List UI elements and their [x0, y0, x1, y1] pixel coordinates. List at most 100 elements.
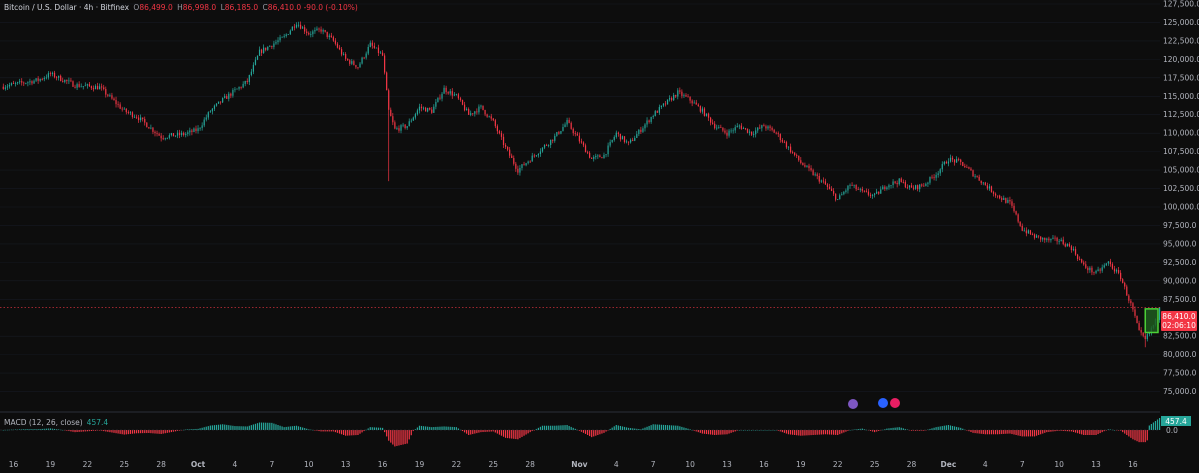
macd-bar: [369, 427, 371, 430]
macd-bar: [238, 426, 240, 430]
macd-bar: [673, 425, 675, 430]
support-zone[interactable]: [1144, 308, 1159, 334]
candle-body: [900, 178, 902, 183]
macd-bar: [949, 425, 952, 430]
macd-bar: [609, 428, 611, 430]
macd-bar: [129, 430, 132, 434]
candle-body: [435, 101, 437, 107]
candle-body: [349, 60, 351, 64]
candle-body: [74, 86, 76, 88]
macd-bar: [37, 429, 39, 430]
price-axis[interactable]: 127,500.0 125,000.0 122,500.0 120,000.0 117,…: [1163, 0, 1199, 396]
macd-bar: [228, 425, 230, 430]
candle-body: [910, 185, 913, 188]
macd-bar: [263, 422, 265, 430]
macd-bar: [986, 430, 988, 435]
macd-bar: [412, 430, 414, 432]
symbol-title[interactable]: Bitcoin / U.S. Dollar · 4h · Bitfinex: [4, 3, 130, 12]
candle-body: [199, 127, 201, 129]
event-markers[interactable]: [848, 398, 900, 409]
macd-bar: [258, 422, 261, 430]
macd-legend[interactable]: MACD (12, 26, close) 457.4: [4, 418, 108, 427]
macd-bar: [480, 430, 482, 433]
macd-bar: [425, 426, 427, 430]
candle-body: [740, 125, 742, 129]
candle-body: [806, 165, 808, 167]
macd-bar: [390, 430, 392, 443]
candle-body: [732, 130, 734, 132]
candle-body: [1070, 246, 1073, 250]
macd-bar: [457, 428, 460, 430]
x-tick-label: 13: [722, 460, 732, 469]
candle-body: [283, 36, 285, 37]
candle-body: [990, 186, 993, 193]
macd-bar: [806, 430, 808, 436]
candle-body: [23, 82, 25, 84]
macd-bar: [900, 427, 902, 430]
macd-bar: [1150, 424, 1153, 430]
candle-body: [1124, 282, 1126, 287]
candle-body: [260, 49, 263, 53]
candle-body: [447, 92, 449, 94]
macd-bar: [1128, 430, 1130, 437]
macd-bar: [892, 427, 894, 430]
macd-bar: [1038, 430, 1040, 435]
candle-body: [668, 98, 671, 100]
macd-bar: [115, 430, 117, 434]
candle-body: [150, 127, 152, 129]
macd-bar: [1058, 430, 1060, 431]
x-tick-label: 7: [651, 460, 656, 469]
macd-bar: [74, 430, 76, 433]
macd-bar: [769, 430, 771, 431]
candle-body: [445, 87, 447, 93]
candle-body: [2, 86, 4, 89]
candle-body: [1046, 238, 1048, 240]
x-tick-label: 22: [452, 460, 462, 469]
y-tick-label: 102,500.0: [1163, 184, 1199, 193]
time-axis[interactable]: 16 19 22 25 28 Oct 4 7 10 13 16 19 22 25 28 Nov 4 7 10 13 16…: [9, 460, 1138, 469]
candle-body: [781, 140, 783, 142]
candle-body: [148, 127, 150, 129]
candle-body: [1001, 198, 1003, 200]
macd-bar: [937, 426, 939, 430]
x-tick-label: 7: [1020, 460, 1025, 469]
candle-body: [342, 54, 345, 55]
candle-body: [31, 81, 33, 84]
macd-bar: [1072, 430, 1075, 433]
macd-bar: [1070, 430, 1073, 432]
y-tick-label: 115,000.0: [1163, 92, 1199, 101]
candle-body: [802, 162, 804, 166]
macd-bar: [830, 430, 833, 435]
candle-body: [822, 180, 824, 182]
candle-body: [504, 144, 507, 147]
macd-bar: [1081, 430, 1083, 435]
macd-bar: [796, 430, 798, 436]
candle-body: [931, 176, 933, 178]
candle-body: [576, 133, 578, 136]
candle-body: [1085, 264, 1087, 268]
candle-body: [51, 72, 54, 75]
macd-bar: [1054, 430, 1056, 432]
candle-body: [720, 127, 722, 128]
macd-bar: [904, 428, 906, 430]
macd-bar: [308, 429, 310, 430]
macd-bar: [1029, 430, 1032, 437]
candle-body: [1107, 261, 1109, 264]
candle-body: [187, 132, 189, 134]
candle-body: [99, 86, 101, 90]
macd-bar: [531, 430, 533, 432]
candle-body: [673, 95, 675, 101]
macd-bar: [718, 430, 720, 435]
macd-bar: [931, 428, 933, 430]
candle-body: [1087, 267, 1089, 271]
candle-body: [392, 116, 394, 123]
candle-body: [816, 174, 818, 176]
macd-bar: [539, 426, 542, 430]
candle-body: [550, 139, 552, 145]
candle-body: [1126, 286, 1128, 296]
candle-body: [584, 145, 587, 153]
candle-body: [502, 136, 505, 145]
macd-bar: [1132, 430, 1134, 440]
macd-bar: [131, 430, 134, 434]
